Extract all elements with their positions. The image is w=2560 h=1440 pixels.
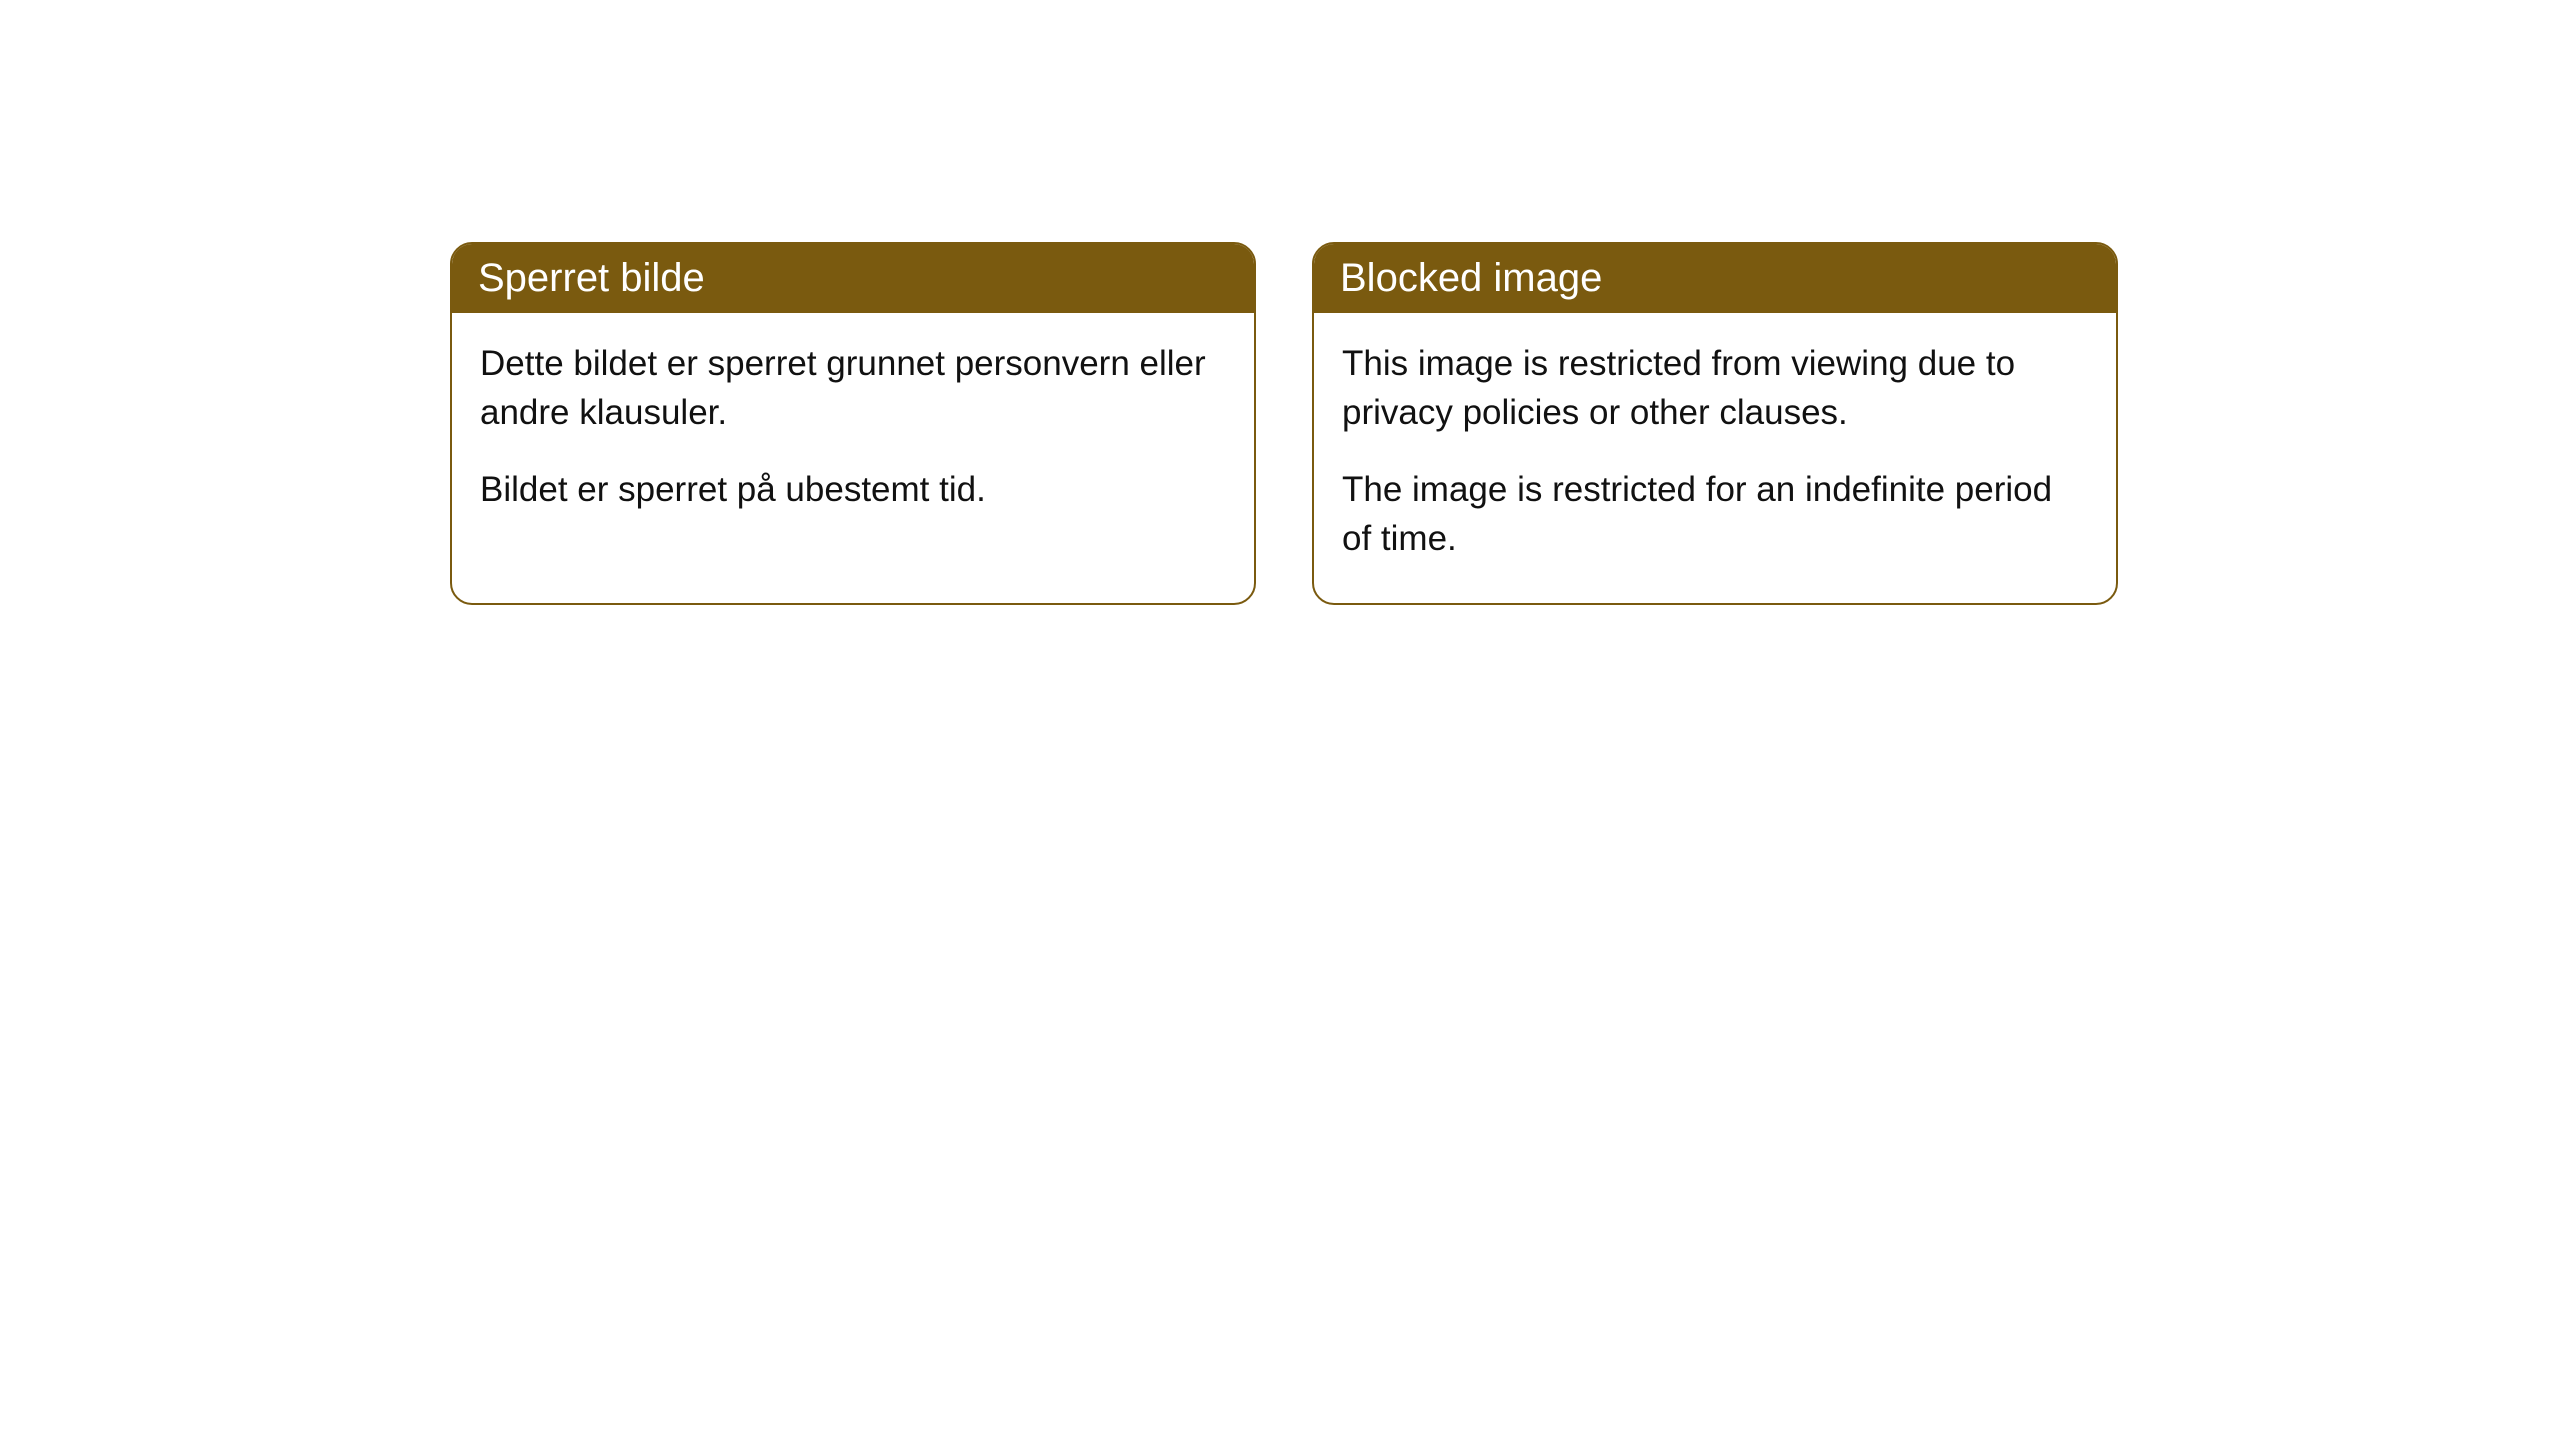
card-paragraph-2: Bildet er sperret på ubestemt tid. (480, 465, 1226, 514)
card-body-norwegian: Dette bildet er sperret grunnet personve… (452, 313, 1254, 554)
card-title: Blocked image (1340, 256, 1602, 300)
card-body-english: This image is restricted from viewing du… (1314, 313, 2116, 603)
blocked-image-card-english: Blocked image This image is restricted f… (1312, 242, 2118, 605)
card-title: Sperret bilde (478, 256, 705, 300)
card-paragraph-1: Dette bildet er sperret grunnet personve… (480, 339, 1226, 437)
blocked-image-card-norwegian: Sperret bilde Dette bildet er sperret gr… (450, 242, 1256, 605)
cards-container: Sperret bilde Dette bildet er sperret gr… (450, 242, 2118, 605)
card-header-english: Blocked image (1314, 244, 2116, 313)
card-paragraph-2: The image is restricted for an indefinit… (1342, 465, 2088, 563)
card-paragraph-1: This image is restricted from viewing du… (1342, 339, 2088, 437)
card-header-norwegian: Sperret bilde (452, 244, 1254, 313)
